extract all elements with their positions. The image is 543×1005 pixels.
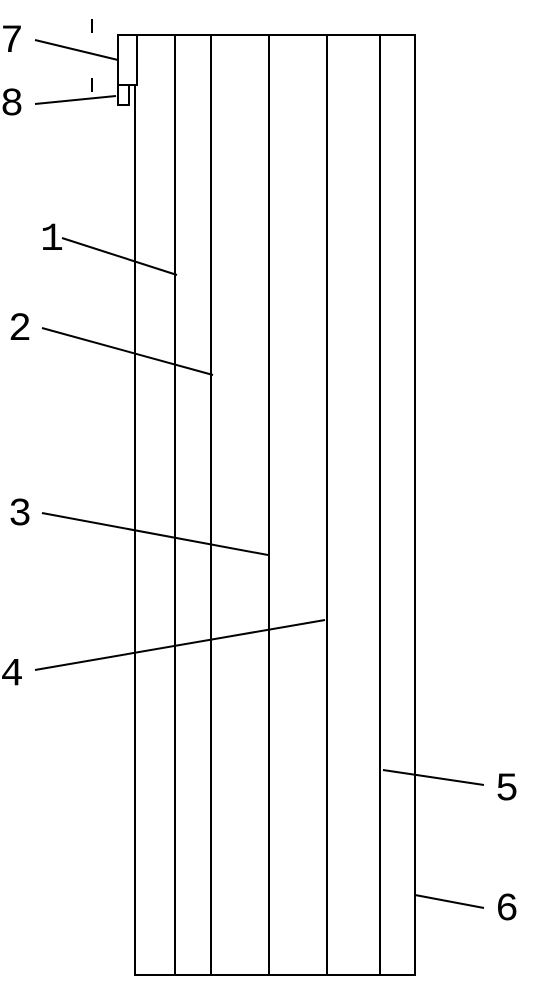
layer-layer3 [211,35,271,975]
label-l2: 2 [8,308,32,353]
label-l5: 5 [495,768,519,813]
diagram-svg: 7 8 12 3 4 5 6 [0,0,543,1000]
small-box8 [118,85,129,105]
leader-line-0 [35,40,118,60]
leader-line-1 [35,96,116,104]
layer-layer2 [175,35,213,975]
layer-layer5 [327,35,382,975]
label-l7: 7 [0,20,24,65]
label-l1: 1 [40,218,64,263]
leader-line-7 [415,895,484,908]
small-box7 [118,35,137,85]
diagram-container: 7 8 12 3 4 5 6 [0,0,543,1000]
layer-layer4 [269,35,329,975]
layer-layer6 [380,35,415,975]
label-l8: 8 [0,83,24,128]
label-l3: 3 [8,493,32,538]
label-l6: 6 [495,888,519,933]
label-l4: 4 [0,653,24,698]
layer-layer1 [135,35,177,975]
